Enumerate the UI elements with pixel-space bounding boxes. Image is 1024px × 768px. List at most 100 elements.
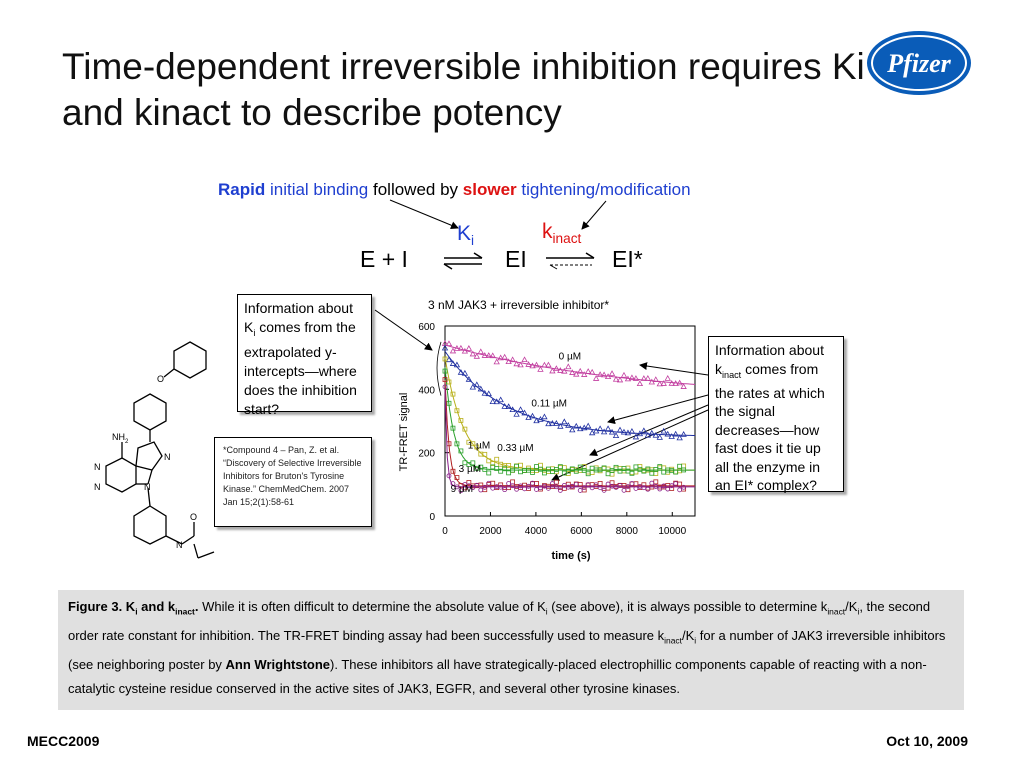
data-point bbox=[538, 462, 543, 468]
data-point bbox=[478, 487, 484, 493]
data-point bbox=[513, 360, 520, 367]
data-point bbox=[569, 369, 576, 375]
data-point bbox=[653, 479, 659, 485]
data-point bbox=[629, 481, 635, 486]
data-point bbox=[621, 487, 627, 493]
data-point bbox=[657, 464, 663, 469]
x-tick-label: 4000 bbox=[525, 526, 548, 537]
data-point bbox=[677, 463, 683, 469]
ki-info-line1: Information about bbox=[244, 300, 353, 316]
data-point bbox=[649, 480, 655, 486]
data-point bbox=[553, 420, 560, 426]
data-point bbox=[469, 350, 477, 357]
data-point bbox=[612, 432, 620, 439]
ki-info-rest: comes from the extrapolated y-intercepts… bbox=[244, 319, 357, 417]
data-point bbox=[660, 380, 667, 386]
scheme-ei: EI bbox=[505, 246, 527, 272]
data-point bbox=[672, 430, 679, 437]
data-point bbox=[454, 408, 460, 414]
data-point bbox=[541, 413, 548, 420]
chart-title: 3 nM JAK3 + irreversible inhibitor* bbox=[428, 298, 610, 312]
data-point bbox=[490, 480, 496, 486]
data-point bbox=[521, 356, 528, 363]
n-label-4: N bbox=[144, 482, 151, 492]
data-point bbox=[680, 383, 687, 389]
figure-caption: Figure 3. Ki and kinact. While it is oft… bbox=[58, 590, 964, 710]
data-point bbox=[561, 465, 567, 471]
data-point bbox=[466, 480, 472, 485]
data-point bbox=[588, 368, 596, 375]
data-point bbox=[676, 434, 683, 441]
data-point bbox=[565, 363, 572, 370]
y-tick-label: 0 bbox=[429, 512, 435, 523]
data-point bbox=[585, 422, 592, 429]
data-point bbox=[677, 487, 683, 493]
data-point bbox=[653, 484, 659, 489]
data-point bbox=[457, 344, 465, 351]
data-point bbox=[474, 482, 480, 488]
series-label: 1 µM bbox=[468, 440, 490, 451]
caption-fig-label: Figure 3. Ki and kinact. bbox=[68, 599, 199, 617]
scheme-e-plus-i: E + I bbox=[360, 246, 408, 272]
data-point bbox=[513, 410, 520, 417]
data-point bbox=[676, 379, 683, 386]
data-point bbox=[669, 483, 675, 489]
rapid-word: Rapid bbox=[218, 180, 266, 199]
data-point bbox=[652, 376, 659, 382]
series-label: 0.11 µM bbox=[531, 399, 567, 410]
data-point bbox=[522, 486, 527, 492]
equilibrium-arrows bbox=[443, 252, 595, 270]
ki-label: Ki bbox=[457, 222, 475, 249]
data-point bbox=[510, 479, 516, 485]
data-point bbox=[604, 373, 612, 379]
data-point bbox=[553, 467, 559, 472]
data-point bbox=[573, 481, 579, 487]
data-point bbox=[449, 360, 457, 366]
data-point bbox=[525, 414, 532, 420]
data-point bbox=[633, 481, 639, 487]
data-point bbox=[657, 465, 663, 471]
data-point bbox=[628, 427, 636, 434]
data-point bbox=[573, 422, 580, 429]
slide-title: Time-dependent irreversible inhibition r… bbox=[62, 46, 865, 133]
data-point bbox=[609, 468, 615, 473]
data-point bbox=[669, 468, 675, 474]
data-point bbox=[545, 361, 552, 368]
y-tick-label: 400 bbox=[418, 385, 435, 396]
data-point bbox=[538, 485, 543, 491]
data-point bbox=[665, 486, 671, 492]
x-tick-label: 8000 bbox=[616, 526, 639, 537]
caption-text-3: , the second order rate constant for inh… bbox=[68, 599, 931, 644]
y-tick-label: 200 bbox=[418, 449, 435, 460]
fit-curve bbox=[444, 351, 695, 436]
x-tick-label: 0 bbox=[442, 526, 448, 537]
data-point bbox=[510, 467, 516, 473]
data-point bbox=[442, 356, 448, 362]
data-point bbox=[545, 420, 552, 427]
data-point bbox=[530, 470, 535, 475]
series-9m: 9 µM bbox=[442, 384, 695, 495]
data-point bbox=[521, 409, 528, 416]
data-point bbox=[482, 484, 488, 490]
data-point bbox=[442, 368, 448, 374]
data-point bbox=[601, 487, 607, 493]
data-point bbox=[641, 485, 647, 491]
n-label-2: N bbox=[94, 482, 101, 492]
data-point bbox=[502, 487, 508, 493]
data-point bbox=[553, 479, 559, 485]
data-point bbox=[470, 441, 476, 447]
data-point bbox=[470, 485, 476, 491]
kinact-info-line1: Information about bbox=[715, 342, 824, 358]
data-point bbox=[505, 403, 512, 410]
data-point bbox=[617, 468, 623, 474]
data-point bbox=[477, 385, 484, 392]
data-point bbox=[596, 425, 604, 432]
data-point bbox=[581, 467, 587, 473]
compound-structure: O NH2 N N N N N O bbox=[94, 341, 215, 559]
x-tick-label: 10000 bbox=[658, 526, 686, 537]
ki-info-box: Information about Ki comes from the extr… bbox=[237, 294, 372, 417]
data-point bbox=[629, 470, 635, 476]
data-point bbox=[506, 470, 512, 476]
data-point bbox=[557, 487, 563, 493]
data-point bbox=[621, 466, 627, 471]
